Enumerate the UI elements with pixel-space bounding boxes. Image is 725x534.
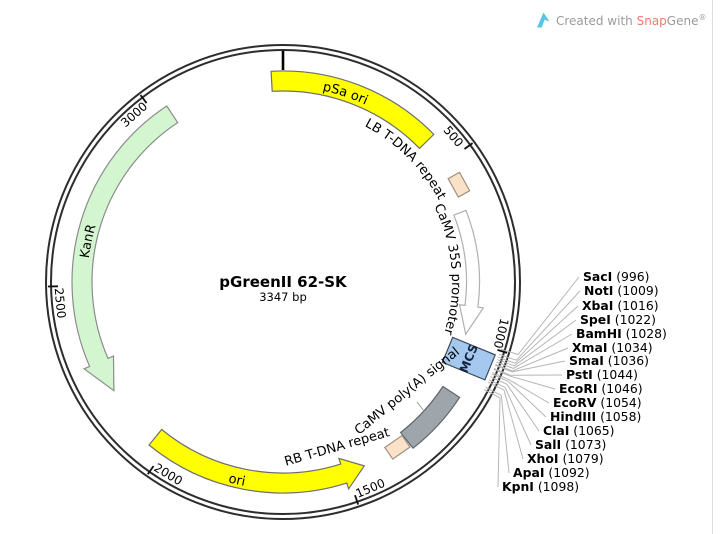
- enzyme-label-SacI[interactable]: SacI (996): [583, 269, 650, 284]
- plasmid-backbone-outer: [45, 44, 521, 520]
- watermark-registered: ®: [698, 12, 707, 22]
- enzyme-line-SacI: [500, 276, 580, 356]
- enzyme-label-PstI[interactable]: PstI (1044): [566, 367, 638, 382]
- plasmid-backbone-inner: [50, 49, 516, 515]
- tick-3000: [139, 94, 148, 104]
- tick-2000: [147, 465, 155, 475]
- feature-psa-ori[interactable]: [270, 70, 435, 150]
- feature-camv-35s-promoter[interactable]: [453, 209, 485, 336]
- enzyme-line-EcoRI: [493, 368, 556, 390]
- enzyme-line-PstI: [493, 368, 563, 376]
- enzyme-label-SpeI[interactable]: SpeI (1022): [580, 312, 656, 327]
- enzyme-line-XbaI: [498, 305, 579, 364]
- panel-divider: [712, 0, 713, 534]
- enzyme-label-KpnI[interactable]: KpnI (1098): [502, 479, 579, 494]
- watermark-prefix: Created with: [556, 13, 633, 28]
- enzyme-line-XmaI: [495, 347, 569, 372]
- feature-ori[interactable]: [148, 428, 366, 494]
- tick-500: [463, 142, 474, 150]
- enzyme-line-SmaI: [495, 360, 566, 373]
- enzyme-label-ApaI[interactable]: ApaI (1092): [513, 465, 590, 480]
- feature-callout-camv-polya-signal: [416, 401, 425, 412]
- plasmid-title: pGreenII 62-SK: [219, 273, 348, 291]
- enzyme-label-EcoRI[interactable]: EcoRI (1046): [559, 381, 643, 396]
- enzyme-label-EcoRV[interactable]: EcoRV (1054): [553, 395, 642, 410]
- watermark-brand-snap: Snap: [636, 13, 667, 28]
- snapgene-logo-icon: [537, 12, 550, 28]
- enzyme-line-NotI: [499, 290, 581, 361]
- enzyme-line-ApaI: [485, 386, 510, 474]
- tick-1500: [354, 494, 360, 505]
- enzyme-line-XhoI: [487, 381, 524, 460]
- feature-kanr[interactable]: [71, 105, 179, 392]
- enzyme-label-SalI[interactable]: SalI (1073): [535, 437, 606, 452]
- watermark-text: Created with SnapGene®: [556, 13, 706, 28]
- plasmid-size: 3347 bp: [259, 290, 307, 304]
- enzyme-label-NotI[interactable]: NotI (1009): [584, 283, 659, 298]
- enzyme-line-HindIII: [491, 373, 547, 418]
- enzyme-line-ClaI: [490, 376, 540, 432]
- enzyme-label-XbaI[interactable]: XbaI (1016): [582, 298, 659, 313]
- enzyme-label-BamHI[interactable]: BamHI (1028): [576, 326, 667, 341]
- enzyme-label-XmaI[interactable]: XmaI (1034): [572, 340, 653, 355]
- enzyme-label-HindIII[interactable]: HindIII (1058): [550, 409, 641, 424]
- watermark-brand-gene: Gene: [666, 13, 699, 28]
- feature-label-rb-t-dna-repeat[interactable]: RB T-DNA repeat: [283, 425, 392, 469]
- tick-label-2500: 2500: [52, 287, 69, 319]
- feature-camv-polya-signal[interactable]: [399, 385, 461, 450]
- feature-mcs[interactable]: [441, 336, 496, 381]
- enzyme-line-SalI: [488, 379, 532, 446]
- feature-lb-t-dna-repeat[interactable]: [447, 171, 471, 198]
- enzyme-line-KpnI: [483, 388, 501, 488]
- tick-1000: [497, 349, 508, 354]
- enzyme-line-BamHI: [496, 333, 573, 369]
- snapgene-watermark: Created with SnapGene®: [536, 12, 706, 28]
- feature-label-ori[interactable]: ori: [227, 471, 247, 489]
- feature-rb-t-dna-repeat[interactable]: [383, 434, 411, 460]
- enzyme-line-SpeI: [497, 319, 577, 367]
- enzyme-label-ClaI[interactable]: ClaI (1065): [543, 423, 614, 438]
- tick-label-1000: 1000: [491, 317, 512, 350]
- enzyme-line-EcoRV: [492, 371, 550, 404]
- enzyme-label-XhoI[interactable]: XhoI (1079): [527, 451, 604, 466]
- enzyme-label-SmaI[interactable]: SmaI (1036): [569, 353, 649, 368]
